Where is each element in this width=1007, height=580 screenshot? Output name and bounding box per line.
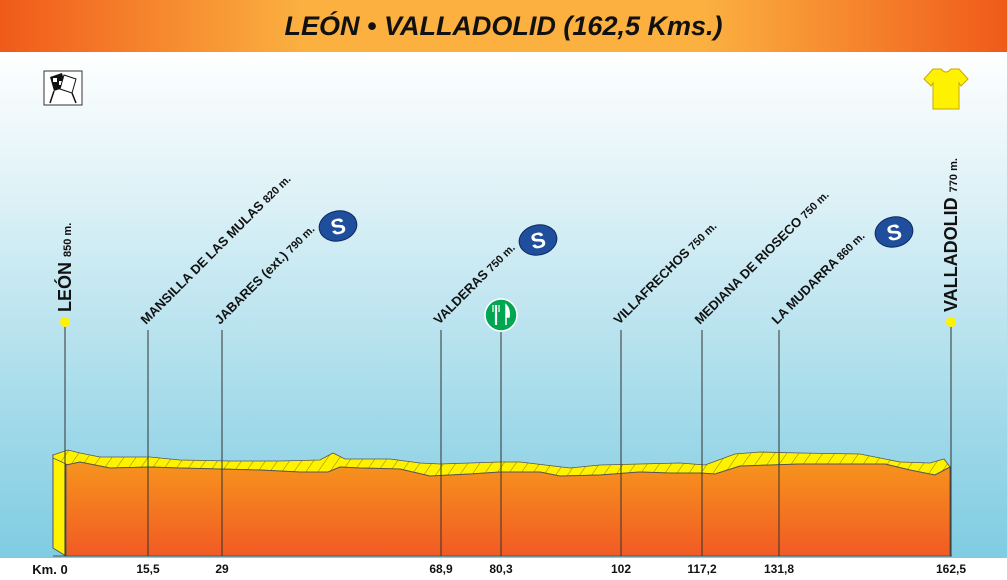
km-label: 117,2 (687, 562, 717, 576)
km-label: 131,8 (763, 562, 795, 576)
km-label: 68,9 (429, 562, 453, 576)
km-label: 29 (215, 562, 229, 576)
waypoint-name: JABARES (ext.) (212, 246, 294, 328)
start-city-altitude: 850 m. (62, 223, 74, 257)
waypoint-altitude: 750 m. (687, 220, 720, 253)
checkered-flags-icon (43, 70, 83, 106)
km-axis (0, 558, 1007, 580)
sprint-badge-icon: S (874, 216, 914, 248)
svg-text:S: S (328, 213, 348, 241)
finish-city-name: VALLADOLID (941, 192, 961, 312)
waypoint-altitude: 750 m. (485, 242, 518, 275)
waypoint-label: MANSILLA DE LAS MULAS 820 m. (138, 171, 294, 327)
sprint-badge-icon: S (518, 224, 558, 256)
svg-text:S: S (884, 219, 904, 247)
km-label: 15,5 (136, 562, 160, 576)
start-city-name: LEÓN (54, 257, 75, 312)
profile-side-face (52, 454, 67, 557)
waypoint-altitude: 860 m. (835, 230, 868, 263)
profile-body (65, 461, 951, 557)
waypoint-name: LA MUDARRA (769, 252, 844, 327)
title-bar: LEÓN • VALLADOLID (162,5 Kms.) (0, 0, 1007, 52)
svg-text:S: S (528, 227, 548, 255)
finish-city-altitude: 770 m. (948, 158, 960, 192)
sprint-badge-icon: S (318, 210, 358, 242)
km-label-start: Km. 0 (32, 562, 68, 577)
km-label: 102 (610, 562, 632, 576)
start-dot (60, 317, 70, 327)
waypoint-altitude: 790 m. (285, 223, 318, 256)
waypoint-altitude: 820 m. (261, 173, 294, 206)
waypoint-name: MANSILLA DE LAS MULAS (138, 195, 270, 327)
feed-zone-icon (484, 298, 518, 332)
waypoint-name: VALDERAS (431, 264, 494, 327)
km-label-finish: 162,5 (935, 562, 967, 576)
waypoint-name: VILLAFRECHOS (611, 242, 696, 327)
km-label: 80,3 (489, 562, 513, 576)
yellow-jersey-icon (923, 68, 969, 110)
finish-dot (946, 317, 956, 327)
waypoint-label: MEDIANA DE RIOSECO 750 m. (692, 187, 832, 327)
waypoint-altitude: 750 m. (799, 189, 832, 222)
finish-city-label: VALLADOLID 770 m. (941, 158, 961, 312)
start-city-label: LEÓN 850 m. (54, 223, 75, 312)
page-title: LEÓN • VALLADOLID (162,5 Kms.) (284, 11, 723, 41)
